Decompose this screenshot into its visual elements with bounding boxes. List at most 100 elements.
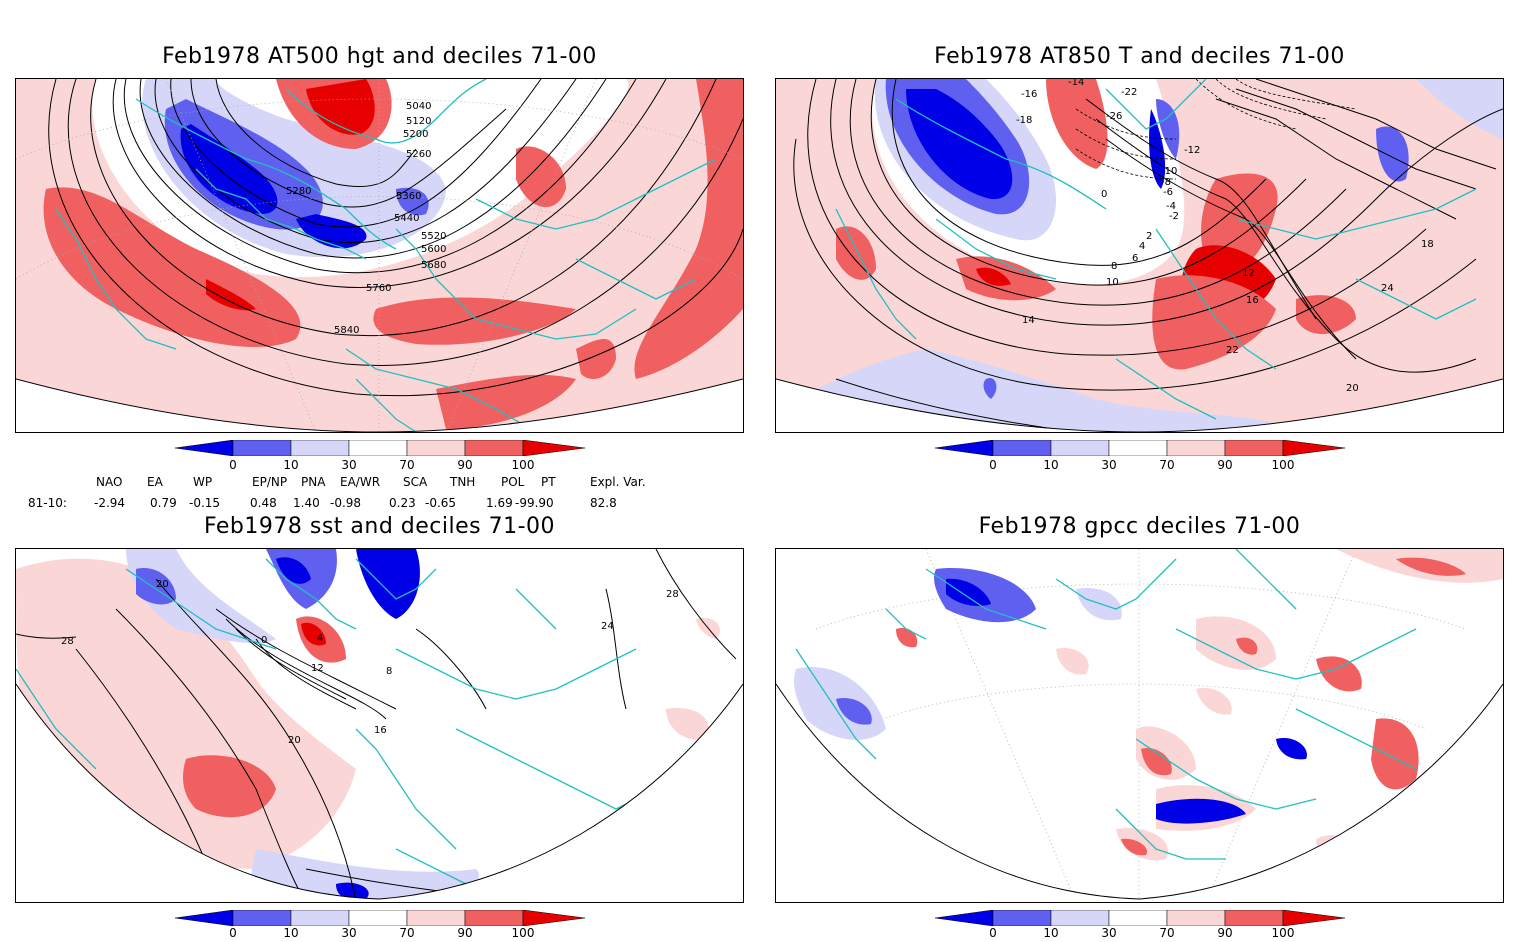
index-header: EA	[147, 475, 163, 489]
contour-label: 4	[1139, 241, 1145, 252]
colorbar-label: 90	[457, 926, 473, 940]
colorbar-label: 30	[1101, 458, 1117, 472]
colorbar-label: 100	[1271, 926, 1295, 940]
index-value: 1.69	[486, 496, 513, 510]
contour-label: 5120	[406, 116, 431, 127]
colorbar-label: 100	[511, 926, 535, 940]
colorbar-label: 70	[1159, 458, 1175, 472]
panel-3-map: 20 28 0 4 8 12 16 20 24 28	[15, 548, 744, 903]
index-value: 0.48	[250, 496, 277, 510]
contour-label: -18	[1016, 115, 1032, 126]
contour-label: 5040	[406, 101, 431, 112]
panel-4-title: Feb1978 gpcc deciles 71-00	[978, 514, 1301, 539]
index-header: EP/NP	[252, 475, 288, 489]
colorbar-label: 90	[1217, 926, 1233, 940]
contour-label: 5840	[334, 325, 359, 336]
index-header: EA/WR	[340, 475, 381, 489]
contour-label: 6	[1132, 253, 1138, 264]
index-header: SCA	[403, 475, 428, 489]
colorbar-label: 70	[1159, 926, 1175, 940]
index-header: TNH	[450, 475, 476, 489]
colorbar-label: 30	[341, 458, 357, 472]
colorbar-label: 90	[1217, 458, 1233, 472]
contour-label: 20	[156, 579, 169, 590]
contour-label: 16	[374, 725, 387, 736]
indices-value-row: 81-10: -2.94 0.79 -0.15 0.48 1.40 -0.98 …	[0, 496, 700, 512]
colorbar-label: 0	[989, 926, 997, 940]
colorbar-panel-2: 0 10 30 70 90 100	[934, 439, 1355, 478]
colorbar-panel-4: 0 10 30 70 90 100	[934, 909, 1355, 940]
colorbar-label: 30	[341, 926, 357, 940]
contour-label: 5600	[421, 244, 446, 255]
colorbar-label: 10	[1043, 458, 1059, 472]
index-header: Expl. Var.	[590, 475, 646, 489]
contour-label: 5680	[421, 260, 446, 271]
colorbar-label: 0	[229, 458, 237, 472]
index-value: 0.23	[389, 496, 416, 510]
contour-label: -6	[1163, 187, 1173, 198]
panel-1-title: Feb1978 AT500 hgt and deciles 71-00	[162, 44, 597, 69]
contour-label: 28	[666, 589, 679, 600]
contour-label: 20	[288, 735, 301, 746]
index-value: -0.15	[189, 496, 221, 510]
contour-label: -16	[1021, 89, 1037, 100]
contour-label: 14	[1022, 315, 1035, 326]
contour-label: 0	[1101, 189, 1107, 200]
contour-label: 8	[386, 666, 392, 677]
panel-1-map: 5040 5120 5200 5260 5280 5360 5440 5520 …	[15, 78, 744, 433]
colorbar-label: 0	[989, 458, 997, 472]
contour-label: 22	[1226, 345, 1239, 356]
contour-label: 8	[1111, 261, 1117, 272]
index-header: POL	[501, 475, 525, 489]
indices-header-row: NAO EA WP EP/NP PNA EA/WR SCA TNH POL PT…	[0, 475, 700, 491]
index-value: -0.98	[330, 496, 362, 510]
index-header: PNA	[301, 475, 326, 489]
contour-label: 12	[1242, 268, 1255, 279]
contour-label: 12	[311, 663, 324, 674]
contour-label: 10	[1106, 277, 1119, 288]
colorbar-label: 70	[399, 926, 415, 940]
colorbar-label: 10	[1043, 926, 1059, 940]
index-header: PT	[541, 475, 556, 489]
coastlines	[55, 79, 717, 432]
index-value: 0.79	[150, 496, 177, 510]
contour-label: 0	[261, 635, 267, 646]
contour-label: -12	[1184, 145, 1200, 156]
contour-label: 5200	[403, 129, 428, 140]
contour-label: 24	[601, 621, 614, 632]
index-value: 82.8	[590, 496, 617, 510]
panel-3-title: Feb1978 sst and deciles 71-00	[203, 514, 556, 539]
contour-label: -14	[1068, 79, 1084, 88]
contour-label: 5760	[366, 283, 391, 294]
contour-label: 24	[1381, 283, 1394, 294]
contour-label: 20	[1346, 383, 1359, 394]
panel-2-map: -14 -16 -18 -22 -26 -10 -12 -8 -6 -4 -2 …	[775, 78, 1504, 433]
colorbar-label: 90	[457, 458, 473, 472]
contour-label: 4	[317, 633, 323, 644]
index-header: NAO	[96, 475, 123, 489]
colorbar-panel-1: 0 10 30 70 90 100	[174, 439, 595, 478]
colorbar-label: 100	[1271, 458, 1295, 472]
contour-label: 5360	[396, 191, 421, 202]
colorbar-label: 0	[229, 926, 237, 940]
panel-2-title: Feb1978 AT850 T and deciles 71-00	[934, 44, 1345, 69]
contour-label: -4	[1166, 201, 1176, 212]
colorbar-label: 30	[1101, 926, 1117, 940]
index-value: -0.65	[425, 496, 457, 510]
index-value: -99.90	[515, 496, 554, 510]
contour-label: -10	[1161, 166, 1177, 177]
contour-label: 28	[61, 636, 74, 647]
index-row-label: 81-10:	[28, 496, 67, 510]
contour-label: 2	[1146, 231, 1152, 242]
colorbar-label: 10	[283, 926, 299, 940]
contour-label: 5280	[286, 186, 311, 197]
contour-label: 16	[1246, 295, 1259, 306]
index-value: -2.94	[94, 496, 126, 510]
panel-4-map	[775, 548, 1504, 903]
colorbar-label: 10	[283, 458, 299, 472]
index-header: WP	[193, 475, 213, 489]
index-value: 1.40	[293, 496, 320, 510]
contour-label: -26	[1106, 111, 1122, 122]
colorbar-panel-3: 0 10 30 70 90 100	[174, 909, 595, 940]
contour-label: -22	[1121, 87, 1137, 98]
